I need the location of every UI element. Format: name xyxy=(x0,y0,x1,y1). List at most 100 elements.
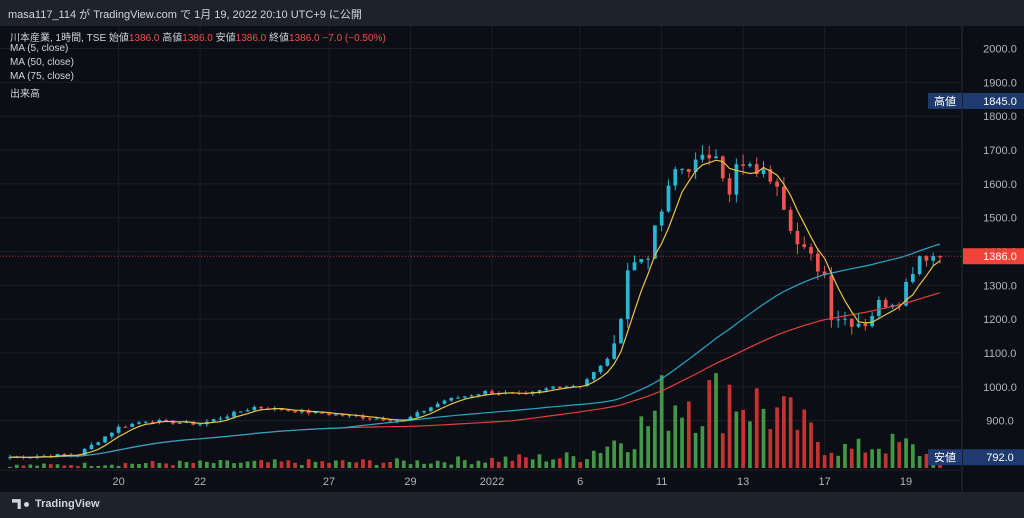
volume-bar xyxy=(931,462,936,468)
candle-body xyxy=(585,379,589,387)
candle-body xyxy=(632,262,637,271)
volume-bar xyxy=(707,380,712,468)
candle-body xyxy=(82,449,87,456)
low-label: 安値 xyxy=(215,33,236,44)
volume-bar xyxy=(211,463,216,468)
volume-bar xyxy=(761,408,766,468)
volume-bar xyxy=(306,459,311,468)
volume-bar xyxy=(320,461,325,468)
volume-bar xyxy=(870,449,874,468)
y-tick-label: 1100.0 xyxy=(984,348,1017,360)
volume-bar xyxy=(191,462,196,468)
volume-bar xyxy=(449,464,454,468)
candle-body xyxy=(55,453,60,457)
candle-body xyxy=(836,319,841,321)
volume-bar xyxy=(245,461,250,468)
volume-legend[interactable]: 出来高 xyxy=(10,89,40,100)
candle-body xyxy=(286,410,291,412)
volume-bar xyxy=(272,459,277,468)
volume-bar xyxy=(164,463,168,468)
marker-label-bg xyxy=(928,449,962,466)
brand-label: TradingView xyxy=(35,498,100,510)
volume-bar xyxy=(35,465,40,468)
low-value: 1386.0 xyxy=(235,33,267,44)
close-label: 終値 xyxy=(269,33,290,44)
candle-body xyxy=(558,386,562,388)
candle-body xyxy=(931,256,936,261)
volume-bar xyxy=(8,466,12,468)
candle-body xyxy=(469,395,474,397)
candle-body xyxy=(612,343,617,359)
ma75-line xyxy=(9,292,941,458)
candle-body xyxy=(619,319,623,344)
candle-body xyxy=(177,422,182,424)
volume-bar xyxy=(822,455,827,468)
candle-body xyxy=(462,396,467,398)
candle-body xyxy=(381,418,386,421)
candle-body xyxy=(754,164,759,174)
volume-bar xyxy=(374,464,379,468)
candle-body xyxy=(252,406,257,411)
ma75-legend[interactable]: MA (75, close) xyxy=(10,71,74,82)
candle-body xyxy=(877,300,881,316)
y-tick-label: 1000.0 xyxy=(983,382,1017,394)
candle-body xyxy=(761,169,766,174)
volume-bar xyxy=(510,460,515,468)
candle-body xyxy=(96,442,101,445)
volume-bar xyxy=(422,463,426,468)
volume-bar xyxy=(775,407,779,468)
volume-bar xyxy=(130,463,135,468)
candle-body xyxy=(714,156,718,159)
candle-body xyxy=(564,386,569,388)
volume-bar xyxy=(89,465,94,468)
candle-body xyxy=(809,247,813,254)
marker-value: 792.0 xyxy=(986,452,1014,464)
volume-bar xyxy=(279,461,284,468)
candle-body xyxy=(782,186,786,210)
candle-body xyxy=(422,411,426,413)
candle-body xyxy=(157,420,162,423)
candle-body xyxy=(673,169,678,186)
candle-body xyxy=(490,391,494,394)
candle-body xyxy=(870,315,874,327)
volume-bar xyxy=(659,375,664,468)
candle-body xyxy=(727,178,732,195)
ma50-line xyxy=(9,243,941,458)
volume-bar xyxy=(340,460,345,468)
candle-body xyxy=(476,394,481,396)
volume-bar xyxy=(313,461,318,468)
candle-body xyxy=(883,300,888,308)
volume-bar xyxy=(205,461,209,468)
candle-body xyxy=(198,424,202,426)
candlestick-chart[interactable]: 2000.01900.01800.01700.01600.01500.01400… xyxy=(0,26,1024,492)
marker-value-bg xyxy=(963,449,1024,466)
volume-bar xyxy=(564,452,569,468)
candle-body xyxy=(164,420,168,422)
candle-body xyxy=(917,256,922,275)
y-tick-label: 1700.0 xyxy=(983,145,1017,157)
candle-body xyxy=(856,323,861,327)
volume-bar xyxy=(286,460,291,468)
candle-body xyxy=(768,169,773,182)
candle-body xyxy=(293,410,297,413)
volume-bar xyxy=(782,396,786,468)
volume-bar xyxy=(544,461,549,468)
candle-body xyxy=(62,453,67,455)
candle-body xyxy=(680,169,684,171)
candle-body xyxy=(340,414,345,416)
chart-area[interactable]: 2000.01900.01800.01700.01600.01500.01400… xyxy=(0,26,1024,492)
ma5-legend[interactable]: MA (5, close) xyxy=(10,43,69,54)
volume-bar xyxy=(591,450,596,468)
candle-body xyxy=(218,418,223,420)
volume-bar xyxy=(408,464,413,468)
candle-body xyxy=(707,154,712,159)
volume-bar xyxy=(558,458,562,468)
candle-body xyxy=(8,457,12,459)
volume-bar xyxy=(653,410,657,468)
tradingview-logo-dot-icon xyxy=(24,501,29,507)
volume-bar xyxy=(720,433,725,468)
marker-label: 高値 xyxy=(934,94,956,108)
ma50-legend[interactable]: MA (50, close) xyxy=(10,57,74,68)
y-tick-label: 900.0 xyxy=(986,416,1014,428)
tradingview-logo[interactable]: TradingView xyxy=(12,498,100,510)
